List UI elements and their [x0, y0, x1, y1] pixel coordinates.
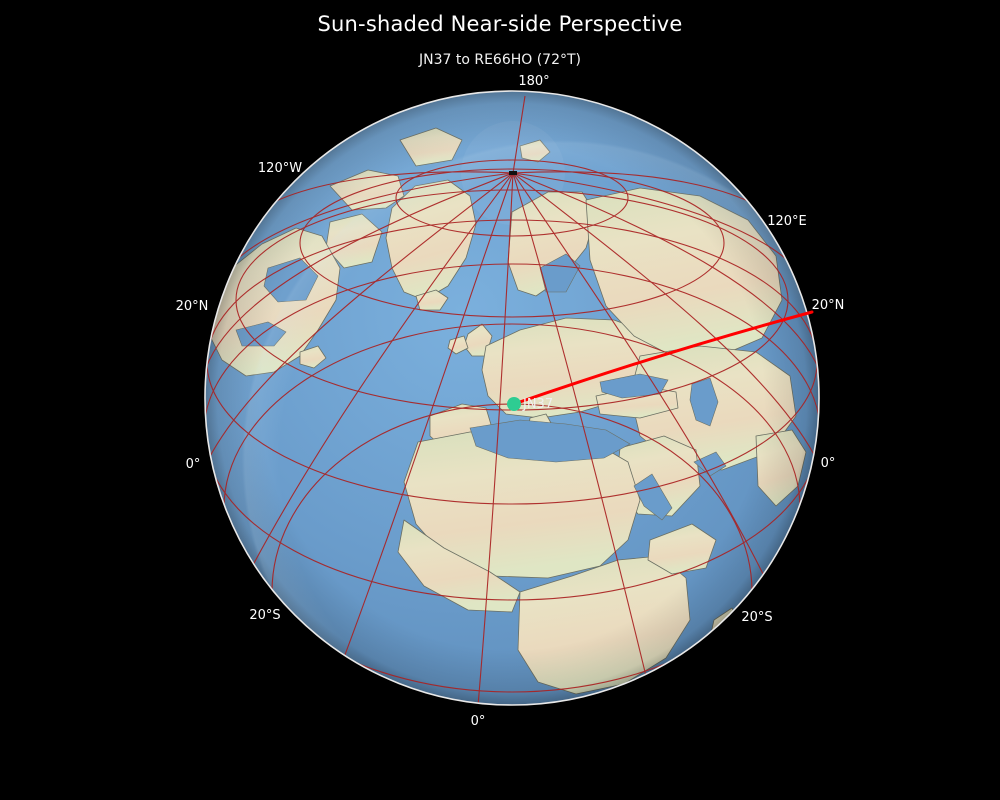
parallel-80n	[395, 159, 629, 237]
graticule-label-120e: 120°E	[767, 214, 807, 229]
meridian-40w	[241, 172, 514, 587]
graticule-label-20n-left: 20°N	[175, 299, 209, 314]
parallel-0	[205, 263, 819, 601]
great-circle-path	[512, 310, 814, 406]
meridian-20e	[512, 172, 647, 677]
graticule-label-20s-left: 20°S	[249, 608, 281, 623]
graticule-label-20n-right: 20°N	[811, 298, 845, 313]
graticule-label-180-top: 180°	[518, 74, 550, 89]
meridian-60e	[512, 172, 819, 463]
meridian-180	[512, 95, 526, 174]
meridian-40e	[512, 172, 773, 593]
globe-limb	[204, 90, 820, 706]
north-pole-marker	[509, 171, 517, 175]
parallel-60n	[299, 168, 725, 318]
meridian-60w	[207, 172, 514, 461]
meridian-80w	[205, 172, 514, 369]
marker-label-jn37: JN37	[523, 397, 554, 412]
graticule-label-0-right: 0°	[820, 456, 836, 471]
graticule-label-0-bottom: 0°	[470, 714, 486, 729]
graticule	[205, 95, 819, 705]
marker-jn37[interactable]	[507, 397, 521, 411]
meridian-20w	[339, 172, 514, 669]
graticule-label-120w: 120°W	[257, 161, 303, 176]
meridian-80e	[512, 172, 819, 373]
graticule-label-20s-right: 20°S	[741, 610, 773, 625]
meridian-0	[477, 172, 514, 705]
page-title: Sun-shaded Near-side Perspective	[317, 12, 683, 36]
graticule-label-0-left: 0°	[185, 457, 201, 472]
figure-subtitle: JN37 to RE66HO (72°T)	[418, 52, 582, 68]
